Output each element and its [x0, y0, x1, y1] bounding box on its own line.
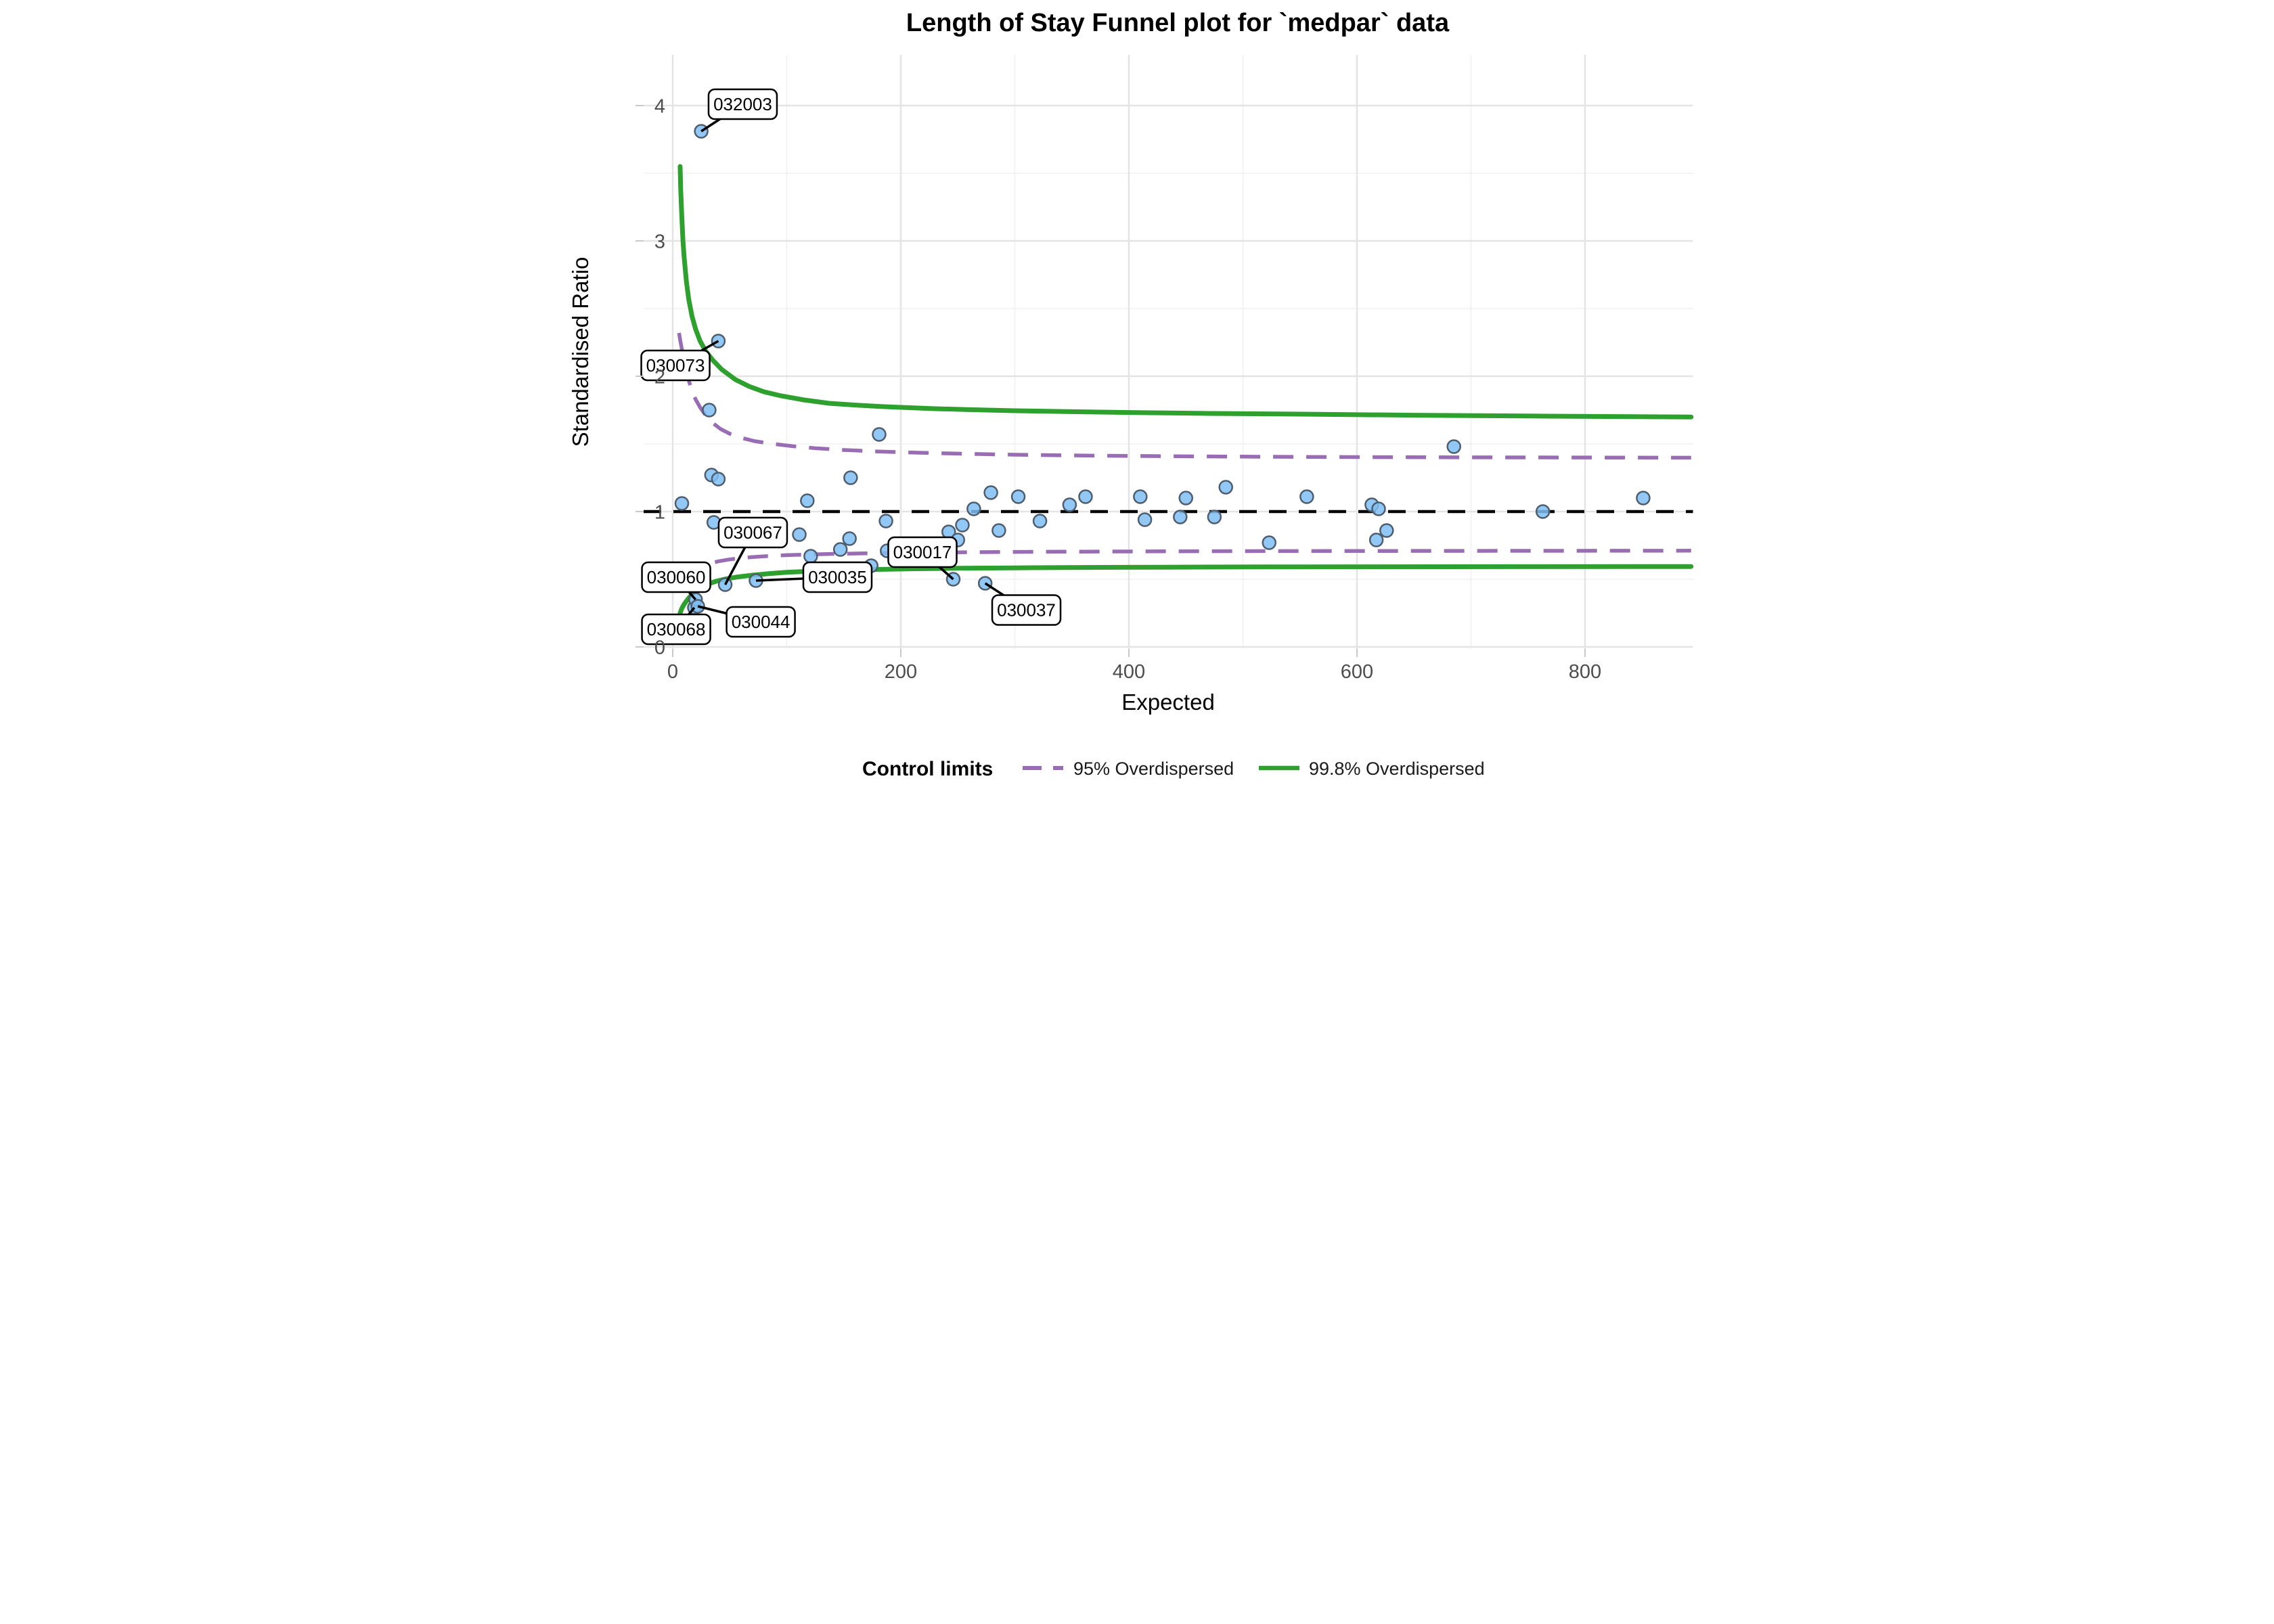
data-point [1446, 439, 1461, 454]
y-tick-label: 0 [654, 637, 665, 659]
callout-label: 030073 [646, 355, 705, 376]
x-tick-label: 200 [885, 661, 917, 683]
data-point [955, 518, 970, 533]
data-point [1062, 497, 1077, 512]
callout-box [641, 613, 711, 646]
x-axis-title: Expected [1121, 690, 1215, 715]
callout: 030068 [641, 606, 711, 646]
scatter-points [674, 124, 1651, 615]
data-point [832, 542, 848, 557]
data-point [1262, 535, 1277, 550]
callout-label: 030035 [808, 567, 867, 587]
data-point [1371, 501, 1386, 516]
data-point [878, 514, 893, 528]
data-point [1535, 504, 1551, 519]
data-point [872, 427, 887, 442]
limit-95-upper-curve [677, 332, 1691, 460]
callout-label: 030044 [732, 612, 790, 632]
callout-label: 030017 [893, 542, 952, 562]
y-tick-label: 1 [654, 502, 665, 524]
data-point [977, 576, 993, 591]
callout-label: 030060 [647, 567, 706, 587]
control-limit-curves [644, 164, 1694, 616]
y-tick-label: 4 [654, 96, 665, 118]
callout: 030037 [984, 582, 1062, 626]
callout-box [640, 349, 711, 382]
legend: Control limits 95% Overdispersed 99.8% O… [862, 758, 1485, 780]
y-axis-title: Standardised Ratio [568, 257, 593, 447]
callout: 032003 [700, 88, 778, 133]
funnel-plot-container: 032003 030073 030067 030060 030068 030044 0300… [568, 0, 1706, 812]
callout-box [887, 536, 958, 568]
page-title: Length of Stay Funnel plot for `medpar` … [906, 9, 1450, 37]
data-point [1207, 510, 1222, 524]
data-point [1133, 489, 1148, 504]
callout-box [641, 561, 711, 593]
data-point [702, 403, 717, 418]
data-point [843, 470, 858, 485]
data-point [1178, 491, 1193, 505]
data-point [1636, 491, 1651, 505]
data-point [1173, 510, 1188, 524]
x-tick-label: 600 [1341, 661, 1373, 683]
data-point [991, 523, 1006, 538]
callout-label: 030068 [647, 619, 706, 639]
data-point [1032, 514, 1048, 528]
legend-title: Control limits [862, 758, 993, 780]
data-point [1299, 489, 1314, 504]
callout: 030067 [717, 516, 788, 585]
x-tick-label: 800 [1569, 661, 1601, 683]
data-point [674, 496, 690, 511]
callout: 030073 [640, 340, 719, 382]
data-point [711, 334, 726, 348]
callout-label: 032003 [713, 94, 772, 114]
callout: 030044 [697, 605, 796, 638]
data-point [1137, 512, 1153, 527]
data-point [1010, 489, 1026, 504]
y-tick-label: 2 [654, 367, 665, 388]
data-point [983, 485, 998, 500]
data-point [711, 472, 726, 487]
x-tick-label: 0 [667, 661, 678, 683]
data-point [803, 549, 818, 564]
callout-label: 030067 [723, 522, 782, 543]
grid-layer [644, 55, 1693, 649]
legend-label-998: 99.8% Overdispersed [1309, 759, 1485, 779]
callout-box [717, 516, 788, 549]
limit-998-upper-curve [677, 164, 1694, 420]
x-tick-label: 400 [1113, 661, 1145, 683]
data-point [800, 493, 815, 508]
data-point [1368, 533, 1384, 547]
callout-box [802, 561, 873, 593]
data-point [792, 527, 807, 542]
callout: 030017 [887, 536, 958, 581]
data-point [966, 501, 981, 516]
legend-label-95: 95% Overdispersed [1073, 759, 1234, 779]
data-point [1379, 523, 1394, 538]
callout-labels: 032003 030073 030067 030060 030068 030044 0300… [640, 88, 1062, 646]
callout-box [707, 88, 778, 120]
callout-label: 030037 [997, 600, 1056, 621]
callout-box [991, 594, 1062, 626]
data-point [1078, 489, 1093, 504]
callout: 030035 [755, 561, 873, 593]
data-point [1218, 480, 1233, 495]
axis-layer: 0 200 400 600 800 0 1 2 3 4 [636, 96, 1601, 683]
data-point [842, 531, 857, 546]
y-tick-label: 3 [654, 231, 665, 253]
callout-box [726, 606, 796, 638]
callout: 030060 [641, 561, 711, 601]
